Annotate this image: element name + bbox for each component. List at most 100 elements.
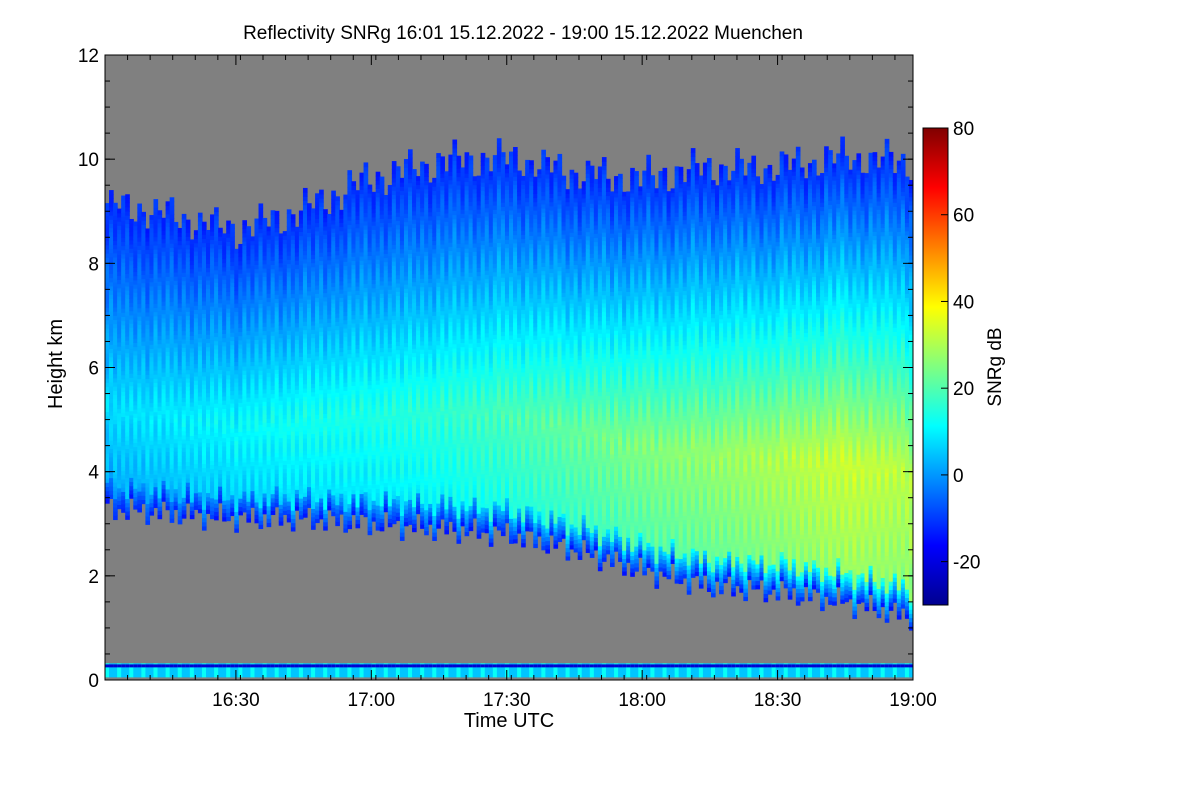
heatmap-cell xyxy=(323,517,328,523)
heatmap-cell xyxy=(246,355,252,361)
heatmap-cell xyxy=(302,208,308,214)
heatmap-cell xyxy=(234,319,239,325)
heatmap-cell xyxy=(335,400,340,406)
heatmap-cell xyxy=(197,437,203,443)
heatmap-cell xyxy=(351,364,357,370)
heatmap-cell xyxy=(113,406,118,412)
heatmap-cell xyxy=(206,479,211,485)
heatmap-cell xyxy=(206,334,211,339)
heatmap-cell xyxy=(141,303,146,309)
heatmap-cell xyxy=(315,239,320,244)
heatmap-cell xyxy=(250,448,256,454)
heatmap-cell xyxy=(177,307,183,312)
heatmap-cell xyxy=(335,267,340,272)
heatmap-cell xyxy=(278,279,284,285)
heatmap-cell xyxy=(335,196,340,202)
heatmap-cell xyxy=(363,233,369,239)
heatmap-cell xyxy=(266,401,272,407)
ground-clutter-band xyxy=(286,663,292,678)
heatmap-cell xyxy=(206,475,211,481)
ground-clutter-band xyxy=(141,663,146,678)
heatmap-cell xyxy=(302,487,308,493)
heatmap-cell xyxy=(189,410,195,416)
heatmap-cell xyxy=(367,447,373,452)
heatmap-cell xyxy=(121,283,126,288)
heatmap-cell xyxy=(359,226,365,232)
heatmap-cell xyxy=(282,506,288,511)
heatmap-cell xyxy=(282,501,288,507)
heatmap-cell xyxy=(363,174,369,180)
heatmap-cell xyxy=(359,389,365,395)
heatmap-cell xyxy=(270,381,276,386)
ground-clutter-band xyxy=(214,663,219,678)
heatmap-cell xyxy=(266,243,272,248)
heatmap-cell xyxy=(157,481,163,486)
heatmap-cell xyxy=(250,486,256,492)
heatmap-cell xyxy=(327,263,332,269)
heatmap-cell xyxy=(149,469,155,474)
heatmap-cell xyxy=(210,339,215,345)
heatmap-cell xyxy=(133,350,138,356)
heatmap-cell xyxy=(181,334,187,340)
heatmap-cell xyxy=(145,315,151,321)
heatmap-cell xyxy=(323,275,328,281)
heatmap-cell xyxy=(210,460,215,466)
heatmap-cell xyxy=(185,386,191,392)
heatmap-cell xyxy=(327,355,332,361)
heatmap-cell xyxy=(210,489,215,495)
heatmap-cell xyxy=(210,335,215,341)
heatmap-cell xyxy=(254,226,260,232)
heatmap-cell xyxy=(254,481,260,486)
heatmap-cell xyxy=(226,349,231,355)
heatmap-cell xyxy=(173,321,179,327)
heatmap-cell xyxy=(157,310,163,316)
heatmap-cell xyxy=(157,297,163,303)
heatmap-cell xyxy=(113,498,118,504)
heatmap-cell xyxy=(226,487,231,492)
heatmap-cell xyxy=(206,321,211,327)
heatmap-cell xyxy=(282,360,288,366)
heatmap-cell xyxy=(230,423,235,429)
heatmap-cell xyxy=(278,487,284,493)
heatmap-cell xyxy=(274,281,280,287)
heatmap-cell xyxy=(323,500,328,506)
heatmap-cell xyxy=(282,418,288,424)
heatmap-cell xyxy=(169,513,175,519)
heatmap-cell xyxy=(254,318,260,324)
heatmap-cell xyxy=(355,465,361,470)
heatmap-cell xyxy=(286,263,292,269)
heatmap-cell xyxy=(218,448,223,454)
heatmap-cell xyxy=(197,504,203,510)
heatmap-cell xyxy=(331,244,336,250)
heatmap-cell xyxy=(121,483,126,488)
heatmap-cell xyxy=(173,446,179,452)
heatmap-cell xyxy=(343,386,348,392)
heatmap-cell xyxy=(141,466,146,471)
heatmap-cell xyxy=(347,182,353,188)
heatmap-cell xyxy=(307,315,312,321)
heatmap-cell xyxy=(266,397,272,403)
heatmap-cell xyxy=(302,242,308,247)
heatmap-cell xyxy=(161,226,167,231)
heatmap-cell xyxy=(347,307,353,313)
heatmap-cell xyxy=(181,301,187,307)
heatmap-cell xyxy=(335,404,340,410)
heatmap-cell xyxy=(113,477,118,483)
heatmap-cell xyxy=(105,482,110,488)
heatmap-cell xyxy=(173,242,179,248)
heatmap-cell xyxy=(371,450,377,455)
heatmap-cell xyxy=(218,490,223,496)
heatmap-cell xyxy=(323,280,328,285)
heatmap-cell xyxy=(347,324,353,330)
heatmap-cell xyxy=(343,348,348,354)
heatmap-cell xyxy=(351,243,357,249)
heatmap-cell xyxy=(298,452,304,457)
heatmap-cell xyxy=(242,261,247,267)
heatmap-cell xyxy=(315,422,320,428)
heatmap-cell xyxy=(250,340,256,346)
heatmap-cell xyxy=(161,463,167,469)
heatmap-cell xyxy=(290,501,296,507)
heatmap-cell xyxy=(105,240,110,246)
heatmap-cell xyxy=(145,299,151,305)
heatmap-cell xyxy=(173,467,179,473)
